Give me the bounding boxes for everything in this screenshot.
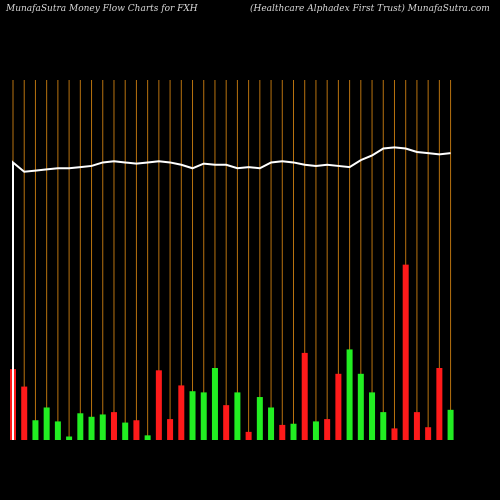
bar-37 [413, 412, 420, 440]
bar-30 [335, 373, 342, 440]
bar-36 [402, 264, 409, 440]
bar-34 [380, 412, 387, 440]
chart-subtitle: (Healthcare Alphadex First Trust) Munafa… [250, 4, 490, 14]
bar-7 [77, 413, 84, 440]
bar-13 [144, 435, 151, 440]
bar-10 [110, 412, 117, 440]
bar-28 [312, 421, 319, 440]
bar-2 [21, 386, 28, 440]
bar-6 [66, 436, 73, 440]
bar-18 [200, 392, 207, 440]
bar-23 [256, 397, 263, 440]
bar-38 [425, 427, 432, 440]
bar-40 [447, 409, 454, 440]
bar-4 [43, 407, 50, 440]
bar-22 [245, 431, 252, 440]
bar-20 [223, 405, 230, 440]
bar-8 [88, 416, 95, 440]
bar-12 [133, 420, 140, 440]
grid-lines [12, 80, 452, 440]
price-line [12, 146, 451, 440]
bar-26 [290, 423, 297, 440]
bar-33 [369, 392, 376, 440]
bar-3 [32, 420, 39, 440]
bar-24 [268, 407, 275, 440]
bar-14 [155, 370, 162, 440]
bar-25 [279, 424, 286, 440]
bar-9 [99, 414, 106, 440]
chart-title: MunafaSutra Money Flow Charts for FXH [6, 4, 198, 14]
bar-31 [346, 349, 353, 440]
bar-5 [54, 421, 61, 440]
bar-35 [391, 428, 398, 440]
bar-11 [122, 422, 129, 440]
bar-39 [436, 368, 443, 440]
bar-series [10, 264, 454, 440]
bar-16 [178, 385, 185, 440]
bar-32 [357, 373, 364, 440]
bar-29 [324, 419, 331, 440]
bar-19 [211, 368, 218, 440]
bar-15 [167, 419, 174, 440]
bar-17 [189, 391, 196, 440]
bar-21 [234, 392, 241, 440]
price-line-series [12, 146, 451, 440]
bar-27 [301, 352, 308, 440]
